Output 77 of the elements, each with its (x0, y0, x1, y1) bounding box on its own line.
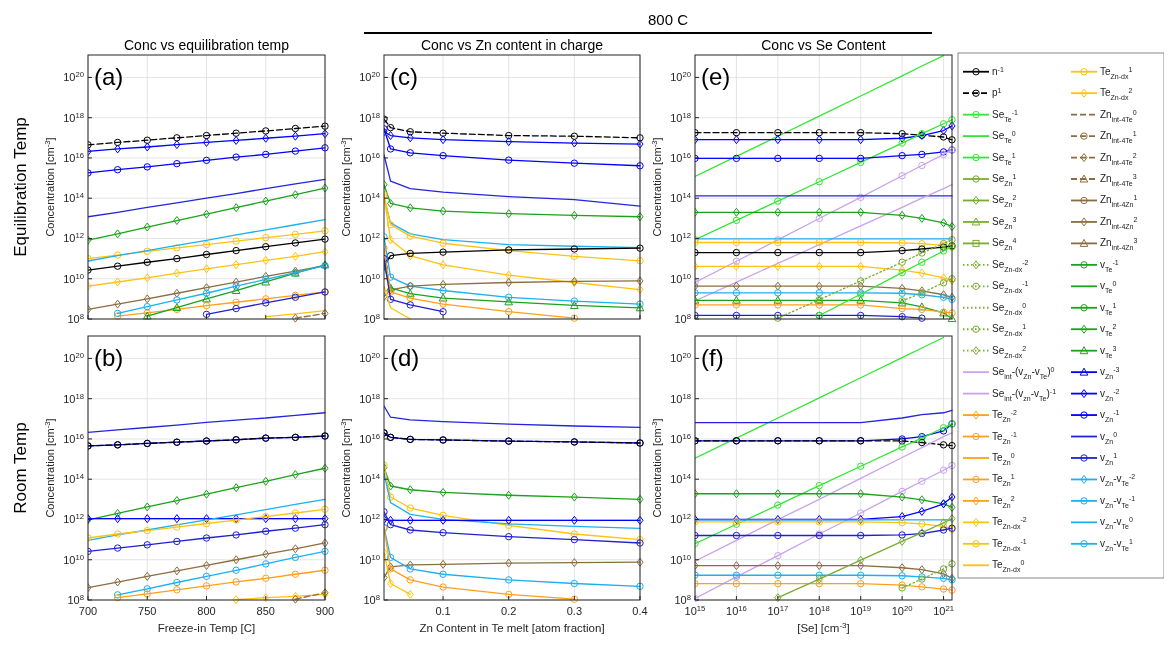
x-tick-label: 0.1 (435, 605, 451, 617)
y-tick-label: 10$^{14}$ (670, 190, 692, 205)
annotation: (d) (390, 344, 420, 371)
x-axis-title: Freeze-in Temp [C] (157, 622, 256, 634)
y-tick-label: 10$^{18}$ (359, 391, 380, 405)
text: Equilibration Temp (11, 117, 30, 257)
y-tick-label: 10$^{8}$ (67, 311, 84, 325)
x-tick-label: 800 (197, 605, 216, 617)
x-tick-label: 10$^{21}$ (933, 603, 954, 617)
y-tick-label: 10$^{10}$ (670, 552, 691, 566)
y-tick-label: 10$^{20}$ (359, 350, 380, 365)
y-tick-label: 10$^{16}$ (359, 150, 380, 164)
annotation: (c) (390, 63, 418, 90)
y-tick-label: 10$^{14}$ (359, 190, 381, 205)
y-tick-label: 10$^{8}$ (67, 592, 84, 606)
y-tick-label: 10$^{10}$ (359, 552, 380, 566)
x-tick-label: 0.2 (501, 605, 517, 617)
y-tick-label: 10$^{20}$ (63, 350, 84, 365)
y-tick-label: 10$^{18}$ (63, 391, 84, 405)
annotation: (e) (701, 63, 731, 90)
x-tick-label: 0.3 (566, 605, 583, 617)
y-tick-label: 10$^{12}$ (670, 230, 691, 245)
chart-title: Conc vs equilibration temp (124, 37, 290, 53)
chart-title: Conc vs Se Content (761, 37, 886, 53)
legend-label: Se$_{int}$-(v$_{Zn}$-v$_{Te}$)$^{0}$ (992, 365, 1055, 380)
legend-label: p$^{1}$ (992, 86, 1002, 99)
y-tick-label: 10$^{10}$ (63, 552, 84, 566)
x-axis-title: [Se] [cm$^{-3}$] (797, 620, 850, 634)
y-tick-label: 10$^{16}$ (63, 431, 84, 445)
x-axis-title: Zn Content in Te melt [atom fraction] (419, 622, 605, 634)
x-tick-label: 900 (315, 605, 335, 617)
y-tick-label: 10$^{8}$ (363, 592, 380, 606)
y-tick-label: 10$^{16}$ (670, 150, 691, 164)
y-tick-label: 10$^{12}$ (359, 511, 380, 526)
y-tick-label: 10$^{14}$ (63, 190, 85, 205)
y-tick-label: 10$^{14}$ (670, 471, 692, 486)
legend-label: n$^{-1}$ (992, 65, 1004, 77)
x-tick-label: 10$^{20}$ (891, 603, 913, 617)
annotation: (f) (701, 344, 724, 371)
y-tick-label: 10$^{16}$ (63, 150, 84, 164)
x-tick-label: 850 (256, 605, 275, 617)
x-tick-label: 10$^{16}$ (726, 603, 747, 617)
x-tick-label: 700 (78, 605, 98, 617)
x-tick-label: 750 (138, 605, 157, 617)
legend-label: Se$_{int}$-(v$_{zn}$-v$_{Te}$)$^{-1}$ (992, 387, 1057, 402)
y-tick-label: 10$^{10}$ (63, 271, 84, 285)
y-tick-label: 10$^{12}$ (63, 230, 84, 245)
y-tick-label: 10$^{20}$ (63, 69, 84, 84)
y-tick-label: 10$^{18}$ (359, 110, 380, 124)
y-tick-label: 10$^{8}$ (363, 311, 380, 325)
y-tick-label: 10$^{12}$ (63, 511, 84, 526)
y-tick-label: 10$^{18}$ (670, 110, 691, 124)
y-tick-label: 10$^{20}$ (670, 69, 691, 84)
x-tick-label: 10$^{17}$ (767, 603, 789, 617)
y-tick-label: 10$^{10}$ (670, 271, 691, 285)
chart-title: Conc vs Zn content in charge (420, 37, 604, 53)
y-tick-label: 10$^{8}$ (674, 311, 691, 325)
annotation: (a) (94, 63, 124, 90)
y-tick-label: 10$^{18}$ (670, 391, 691, 405)
y-tick-label: 10$^{14}$ (63, 471, 85, 486)
y-tick-label: 10$^{10}$ (359, 271, 380, 285)
y-tick-label: 10$^{16}$ (359, 431, 380, 445)
text: Room Temp (11, 422, 30, 514)
y-tick-label: 10$^{8}$ (674, 592, 691, 606)
y-tick-label: 10$^{18}$ (63, 110, 84, 124)
x-tick-label: 10$^{18}$ (808, 603, 830, 617)
y-tick-label: 10$^{12}$ (670, 511, 691, 526)
y-tick-label: 10$^{14}$ (359, 471, 381, 486)
x-tick-label: 10$^{19}$ (850, 603, 872, 617)
x-tick-label: 0.4 (632, 605, 648, 617)
text: 800 C (647, 11, 689, 28)
annotation: (b) (94, 344, 124, 371)
y-tick-label: 10$^{20}$ (670, 350, 691, 365)
x-tick-label: 10$^{15}$ (684, 603, 706, 617)
y-tick-label: 10$^{16}$ (670, 431, 691, 445)
y-tick-label: 10$^{20}$ (359, 69, 380, 84)
y-tick-label: 10$^{12}$ (359, 230, 380, 245)
